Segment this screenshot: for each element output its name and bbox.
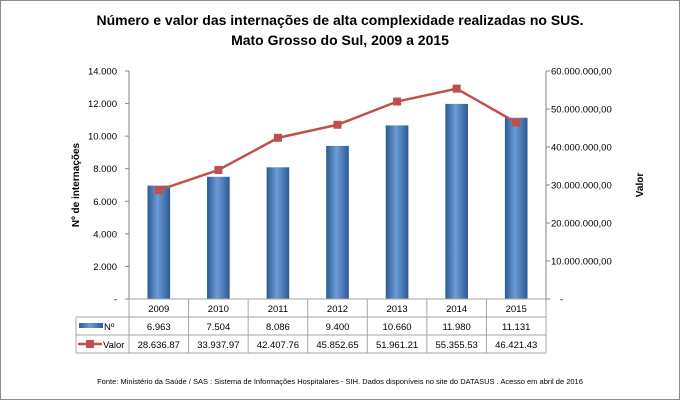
y-tick-label: 6.000 (93, 197, 117, 208)
bar-data-label: 11.131 (502, 322, 530, 333)
x-tick-label: 2012 (327, 304, 348, 315)
legend-line-label: Valor (103, 340, 124, 351)
valor-marker-2012 (333, 120, 342, 129)
legend-bar-swatch (79, 323, 103, 328)
chart-title-line2: Mato Grosso do Sul, 2009 a 2015 (231, 32, 449, 48)
line-data-label: 45.852.65 (316, 340, 358, 351)
y-tick-label: - (114, 295, 117, 306)
valor-marker-2011 (273, 133, 282, 142)
chart-title-line1: Número e valor das internações de alta c… (96, 12, 583, 28)
valor-marker-2009 (154, 186, 163, 195)
line-data-label: 55.355.53 (436, 340, 478, 351)
legend-bar-label: Nº (104, 322, 115, 333)
valor-marker-2015 (512, 118, 521, 127)
legend-line-marker (86, 340, 94, 348)
valor-marker-2013 (393, 97, 402, 106)
y2-tick-label: 60.000.000,00 (551, 67, 612, 78)
bar-2015 (504, 117, 528, 299)
y2-tick-label: 50.000.000,00 (551, 105, 612, 116)
bar-2012 (326, 145, 349, 299)
y-tick-label: 2.000 (93, 262, 117, 273)
x-tick-label: 2014 (446, 304, 467, 315)
y2-tick-label: - (560, 295, 563, 306)
bar-data-label: 11.980 (442, 322, 470, 333)
line-data-label: 28.636.87 (138, 340, 180, 351)
line-data-label: 33.937.97 (197, 340, 239, 351)
x-tick-label: 2015 (506, 304, 527, 315)
y2-tick-label: 30.000.000,00 (551, 181, 612, 192)
line-data-label: 51.961.21 (376, 340, 418, 351)
bar-2011 (266, 167, 290, 299)
y2-tick-label: 20.000.000,00 (551, 219, 612, 230)
y2-tick-label: 10.000.000,00 (551, 257, 612, 268)
y2-tick-label: 40.000.000,00 (551, 143, 612, 154)
y-tick-label: 12.000 (88, 99, 117, 110)
y-tick-label: 10.000 (88, 132, 117, 143)
y-tick-label: 4.000 (93, 229, 117, 240)
y2-axis-label: Valor (635, 173, 646, 198)
line-data-label: 46.421.43 (495, 340, 537, 351)
bar-data-label: 7.504 (206, 322, 230, 333)
y-tick-label: 8.000 (93, 164, 117, 175)
bar-2009 (147, 185, 171, 299)
x-tick-label: 2010 (208, 304, 229, 315)
bar-data-label: 6.963 (147, 322, 171, 333)
y-axis-label: Nº de internações (71, 142, 82, 227)
bar-2013 (385, 125, 409, 299)
valor-marker-2014 (452, 84, 461, 93)
valor-marker-2010 (214, 166, 223, 175)
bar-data-label: 10.660 (383, 322, 412, 333)
bar-2014 (445, 103, 468, 299)
bar-data-label: 8.086 (266, 322, 290, 333)
source-note: Fonte: Ministério da Saúde / SAS : Siste… (97, 377, 583, 386)
x-tick-label: 2009 (148, 304, 169, 315)
x-tick-label: 2013 (387, 304, 408, 315)
bar-2010 (207, 176, 230, 299)
x-tick-label: 2011 (268, 304, 288, 315)
line-data-label: 42.407.76 (257, 340, 299, 351)
bar-data-label: 9.400 (326, 322, 350, 333)
y-tick-label: 14.000 (88, 67, 117, 78)
